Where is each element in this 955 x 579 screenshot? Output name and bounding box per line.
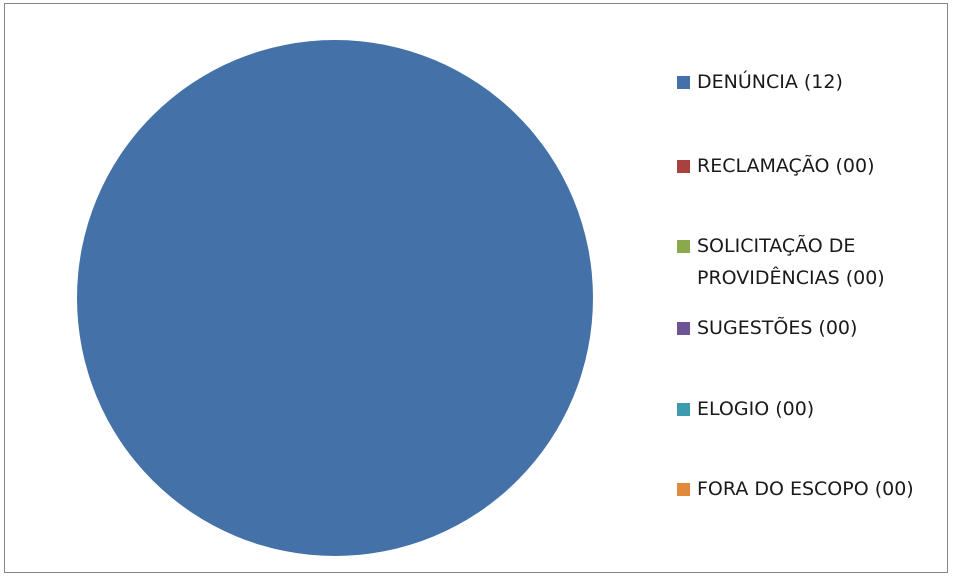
legend-swatch-fora-do-escopo: [677, 483, 690, 496]
legend-item-elogio: ELOGIO (00): [677, 397, 814, 425]
legend-item-fora-do-escopo: FORA DO ESCOPO (00): [677, 477, 914, 505]
legend-label-fora-do-escopo: FORA DO ESCOPO (00): [697, 478, 914, 500]
legend: DENÚNCIA (12) RECLAMAÇÃO (00) SOLICITAÇÃ…: [677, 4, 947, 574]
pie-slice-denuncia: [77, 40, 593, 556]
legend-label-sugestoes: SUGESTÕES (00): [697, 317, 858, 339]
legend-label-denuncia: DENÚNCIA (12): [697, 71, 843, 93]
legend-label-solicitacao: SOLICITAÇÃO DE PROVIDÊNCIAS (00): [697, 235, 885, 289]
legend-item-sugestoes: SUGESTÕES (00): [677, 316, 857, 344]
pie-plot: [77, 40, 593, 556]
legend-swatch-elogio: [677, 403, 690, 416]
chart-area: DENÚNCIA (12) RECLAMAÇÃO (00) SOLICITAÇÃ…: [4, 3, 948, 573]
legend-swatch-sugestoes: [677, 322, 690, 335]
legend-item-solicitacao: SOLICITAÇÃO DE PROVIDÊNCIAS (00): [677, 234, 885, 294]
legend-item-denuncia: DENÚNCIA (12): [677, 70, 843, 98]
legend-label-reclamacao: RECLAMAÇÃO (00): [697, 155, 875, 177]
legend-swatch-reclamacao: [677, 160, 690, 173]
legend-swatch-solicitacao: [677, 240, 690, 253]
legend-item-reclamacao: RECLAMAÇÃO (00): [677, 154, 874, 182]
pie-slices: [77, 40, 593, 556]
legend-label-elogio: ELOGIO (00): [697, 398, 815, 420]
legend-swatch-denuncia: [677, 76, 690, 89]
